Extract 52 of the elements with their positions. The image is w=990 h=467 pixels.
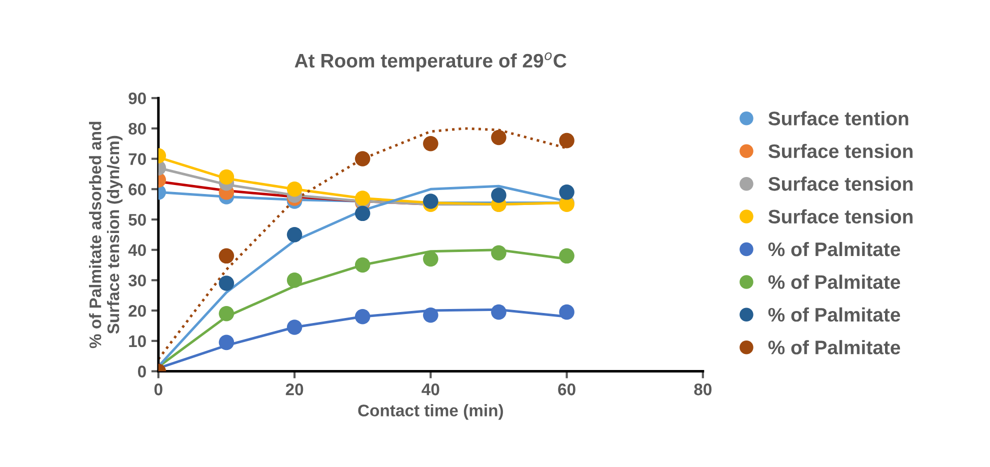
point <box>423 136 438 152</box>
point <box>423 307 438 323</box>
legend-label: Surface tension <box>768 209 913 224</box>
legend-label: Surface tention <box>768 111 908 126</box>
y-tick-label: 0 <box>138 366 146 378</box>
point <box>491 130 506 146</box>
point <box>354 257 370 273</box>
y-tick-label: 10 <box>129 335 146 348</box>
y-tick-label: 50 <box>128 214 146 226</box>
y-tick-label: 30 <box>128 274 146 286</box>
point <box>491 188 506 203</box>
point <box>286 272 302 288</box>
x-tick-label: 20 <box>286 384 304 396</box>
y-tick-label: 70 <box>128 153 146 165</box>
point <box>423 251 438 267</box>
y-tick-label: 40 <box>128 244 146 256</box>
point <box>491 304 506 320</box>
point <box>218 169 234 185</box>
x-tick-label: 80 <box>694 384 712 396</box>
legend-label: % of Palmitate <box>768 340 900 354</box>
point <box>423 194 438 209</box>
x-tick-label: 60 <box>558 384 576 396</box>
x-tick-label: 0 <box>154 384 162 396</box>
x-axis-title: Contact time (min) <box>358 404 503 420</box>
point <box>354 308 370 324</box>
point <box>354 206 370 222</box>
point <box>354 190 370 206</box>
point <box>354 151 370 166</box>
point <box>286 320 302 335</box>
point <box>559 304 574 320</box>
point <box>559 132 574 148</box>
legend-label: % of Palmitate <box>768 274 900 289</box>
point <box>559 248 574 264</box>
x-tick-label: 40 <box>422 384 440 396</box>
y-tick-label: 60 <box>128 184 146 196</box>
y-tick-label: 80 <box>128 122 146 135</box>
chart-title: At Room temperature of 29$^{o}$C <box>294 52 566 72</box>
y-tick-label: 20 <box>128 304 146 317</box>
legend-label: Surface tension <box>768 144 913 158</box>
point <box>286 181 302 197</box>
point <box>218 276 234 291</box>
point <box>218 334 234 350</box>
point <box>218 306 234 322</box>
y-tick-label: 90 <box>128 92 146 104</box>
legend-label: % of Palmitate <box>768 242 900 256</box>
point <box>218 248 234 264</box>
point <box>491 245 506 261</box>
point <box>559 184 574 200</box>
point <box>286 227 302 242</box>
legend-label: % of Palmitate <box>768 307 900 322</box>
y-axis-title: % of Palmitate adsorbed and Surface tension (dyn/cm) <box>89 122 122 348</box>
legend-label: Surface tension <box>768 176 913 191</box>
